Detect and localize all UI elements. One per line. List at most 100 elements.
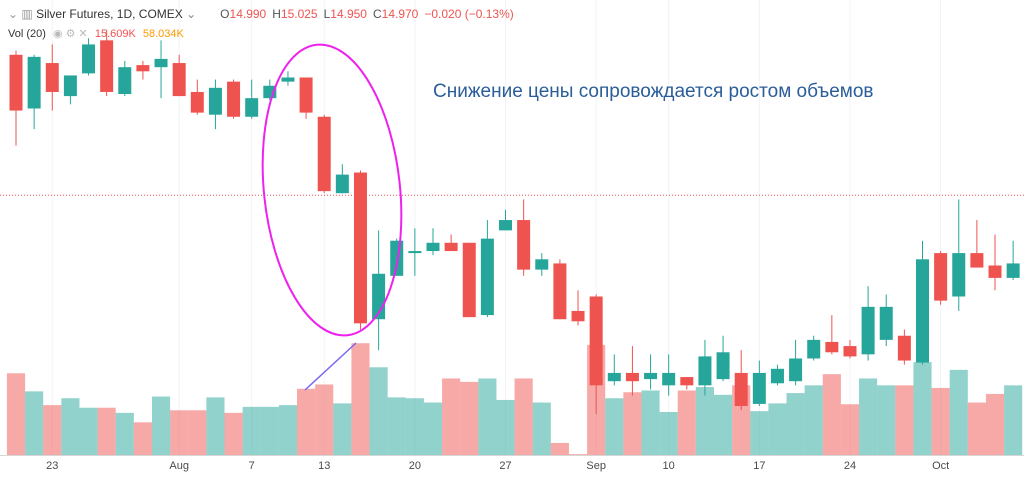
candle-body <box>9 54 23 111</box>
volume-bar <box>496 399 515 455</box>
volume-bar <box>840 404 860 455</box>
candle-body <box>353 172 367 324</box>
volume-bar <box>931 387 950 455</box>
candle-body <box>172 63 186 97</box>
candle-body <box>662 372 676 386</box>
price-change: −0.020 (−0.13%) <box>424 7 514 21</box>
x-tick-label: 27 <box>499 460 511 472</box>
volume-bar <box>985 393 1005 455</box>
volume-bar <box>659 412 678 455</box>
x-tick-label: 24 <box>844 460 856 472</box>
candle-body <box>843 346 857 357</box>
candle-body <box>535 259 549 270</box>
volume-bar <box>206 397 225 455</box>
candle-body <box>444 242 458 252</box>
candle-body <box>553 263 567 320</box>
volume-bar <box>115 412 134 455</box>
volume-bar <box>405 398 424 455</box>
x-tick-label: Sep <box>586 460 606 472</box>
volume-bar <box>170 410 189 455</box>
volume-bar <box>97 407 116 455</box>
candle-body <box>734 372 748 406</box>
volume-bar <box>695 387 715 455</box>
volume-bar <box>786 393 805 455</box>
volume-bar <box>877 385 896 455</box>
candle-body <box>752 372 766 404</box>
candle-body <box>208 87 222 115</box>
volume-bar <box>605 398 624 455</box>
ohlc-key: H <box>272 7 281 21</box>
volume-bar <box>260 406 279 455</box>
candle-body <box>462 242 476 318</box>
candle-body <box>1006 263 1020 278</box>
volume-bar <box>550 442 569 455</box>
volume-bar <box>895 385 914 455</box>
candle-body <box>408 251 422 254</box>
volume-bar <box>61 398 80 455</box>
candle-body <box>698 356 712 386</box>
candle-body <box>45 63 59 92</box>
trend-line <box>304 342 357 391</box>
candle-body <box>625 372 639 382</box>
volume-icons[interactable]: ◉ ⚙ ✕ <box>52 28 88 40</box>
volume-bar <box>442 378 461 455</box>
volume-bar <box>859 378 878 455</box>
volume-bar <box>623 392 642 455</box>
volume-bar <box>460 381 479 455</box>
candle-body <box>861 306 875 355</box>
candle-body <box>770 368 784 384</box>
candle-body <box>499 220 513 231</box>
candle-body <box>27 56 41 109</box>
candle-body <box>82 44 96 74</box>
candle-body <box>190 91 204 113</box>
candle-body <box>118 67 132 95</box>
volume-value: 15.609K <box>94 28 136 40</box>
x-tick-label: 17 <box>753 460 765 472</box>
volume-bar <box>949 369 968 455</box>
candle-body <box>716 352 730 380</box>
volume-bar <box>25 391 44 455</box>
candle-body <box>970 253 984 268</box>
volume-bar <box>677 390 696 455</box>
candle-body <box>63 75 77 97</box>
volume-bar <box>913 362 932 455</box>
candle-body <box>571 310 585 322</box>
candle-body <box>317 116 331 192</box>
candle-body <box>897 335 911 361</box>
symbol-title[interactable]: Silver Futures, 1D, COMEX <box>36 7 183 21</box>
candle-body <box>335 174 349 194</box>
candle-body <box>680 377 694 386</box>
candle-body <box>644 372 658 380</box>
candle-body <box>480 238 494 316</box>
candle-body <box>154 58 168 68</box>
volume-bar <box>369 367 388 455</box>
annotation: Снижение цены сопровождается ростом объе… <box>433 81 874 102</box>
volume-bar <box>351 343 370 455</box>
volume-bar <box>423 402 443 455</box>
volume-bar <box>478 378 497 455</box>
volume-bar <box>133 422 152 455</box>
x-tick-label: 23 <box>46 460 58 472</box>
volume-bar <box>224 412 243 455</box>
volume-ma: 58.034K <box>142 28 184 40</box>
ohlc-value: 15.025 <box>280 7 318 21</box>
volume-bar <box>1004 385 1023 455</box>
volume-bar <box>315 384 334 455</box>
collapse-icon[interactable]: ⌄ ▥ <box>8 7 33 21</box>
candle-body <box>934 253 948 301</box>
x-tick-label: 7 <box>249 460 255 472</box>
ohlc-value: 14.990 <box>229 7 267 21</box>
volume-bar <box>532 402 551 455</box>
ohlc-value: 14.950 <box>330 7 367 21</box>
volume-bar <box>641 390 660 455</box>
candle-body <box>879 306 893 340</box>
volume-bar <box>188 410 207 455</box>
candle-body <box>245 98 259 117</box>
volume-bar <box>333 403 352 455</box>
volume-bar <box>804 385 823 455</box>
volume-bar <box>6 373 26 455</box>
candle-body <box>426 242 440 252</box>
